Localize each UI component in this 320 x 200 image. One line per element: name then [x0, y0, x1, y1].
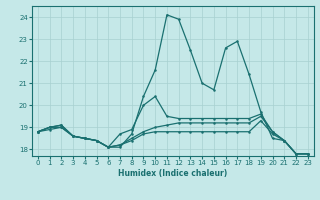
X-axis label: Humidex (Indice chaleur): Humidex (Indice chaleur)	[118, 169, 228, 178]
